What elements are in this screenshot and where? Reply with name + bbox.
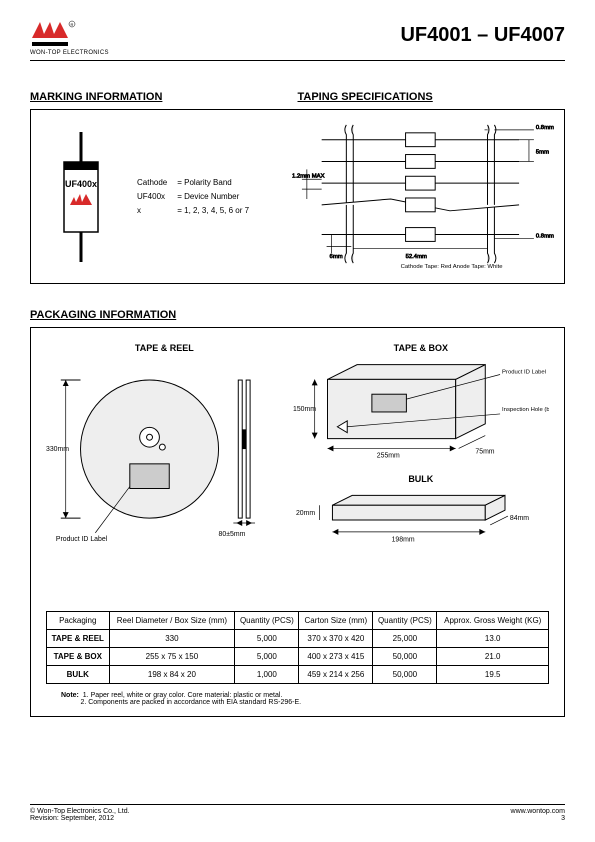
company-name: WON-TOP ELECTRONICS <box>30 50 109 56</box>
packaging-note: Note: 1. Paper reel, white or gray color… <box>46 692 549 706</box>
packaging-table: Packaging Reel Diameter / Box Size (mm) … <box>46 611 549 684</box>
packaging-box: TAPE & REEL 330mm <box>30 327 565 717</box>
svg-text:1.2mm MAX: 1.2mm MAX <box>292 173 325 179</box>
page-number: 3 <box>511 815 565 822</box>
table-row: TAPE & REEL 330 5,000 370 x 370 x 420 25… <box>47 630 549 648</box>
svg-text:0.8mm MAX: 0.8mm MAX <box>536 125 554 131</box>
diode-icon: UF400x <box>46 127 116 267</box>
table-row: TAPE & BOX 255 x 75 x 150 5,000 400 x 27… <box>47 648 549 666</box>
svg-text:Product ID Label: Product ID Label <box>502 370 546 376</box>
tape-reel-diagram: TAPE & REEL 330mm <box>46 343 283 601</box>
marking-taping-box: UF400x Cathode= Polarity Band UF400x= De… <box>30 109 565 284</box>
svg-text:Inspection Hole (both ends): Inspection Hole (both ends) <box>502 407 549 413</box>
svg-text:75mm: 75mm <box>475 448 494 455</box>
svg-text:52.4mm: 52.4mm <box>406 254 427 260</box>
page-header: R WON-TOP ELECTRONICS UF4001 – UF4007 <box>30 20 565 61</box>
marking-diagram: UF400x Cathode= Polarity Band UF400x= De… <box>41 120 287 273</box>
svg-text:R: R <box>71 22 74 27</box>
svg-text:Cathode Tape: Red Anode Tape:: Cathode Tape: Red Anode Tape: White <box>401 264 504 270</box>
taping-diagram: 0.8mm MAX 5mm 1.2mm MAX 6mm 52.4mm <box>287 120 554 273</box>
footer-url: www.wontop.com <box>511 808 565 815</box>
svg-text:0.8mm MAX: 0.8mm MAX <box>536 233 554 239</box>
svg-text:255mm: 255mm <box>376 452 399 459</box>
svg-text:6mm: 6mm <box>330 254 343 260</box>
part-number-title: UF4001 – UF4007 <box>400 24 565 47</box>
marking-section-title: MARKING INFORMATION <box>30 91 298 103</box>
packaging-section-title: PACKAGING INFORMATION <box>30 309 565 321</box>
company-logo-icon: R <box>30 20 90 48</box>
table-row: BULK 198 x 84 x 20 1,000 459 x 214 x 256… <box>47 666 549 684</box>
page-footer: © Won-Top Electronics Co., Ltd. Revision… <box>30 804 565 822</box>
svg-text:20mm: 20mm <box>296 510 315 517</box>
logo: R WON-TOP ELECTRONICS <box>30 20 109 56</box>
svg-text:198mm: 198mm <box>391 537 414 544</box>
revision: Revision: September, 2012 <box>30 815 130 822</box>
svg-text:330mm: 330mm <box>46 446 69 453</box>
svg-text:80±5mm: 80±5mm <box>219 531 246 538</box>
svg-text:150mm: 150mm <box>293 406 316 413</box>
tape-box-diagram: TAPE & BOX 150mm <box>293 343 549 464</box>
svg-text:UF400x: UF400x <box>65 179 97 189</box>
svg-text:Product ID Label: Product ID Label <box>56 536 108 543</box>
bulk-diagram: BULK 20mm 198mm 84mm <box>293 474 549 560</box>
marking-legend: Cathode= Polarity Band UF400x= Device Nu… <box>131 175 255 219</box>
taping-section-title: TAPING SPECIFICATIONS <box>298 91 433 103</box>
svg-text:5mm: 5mm <box>536 150 549 156</box>
svg-text:84mm: 84mm <box>510 515 529 522</box>
copyright: © Won-Top Electronics Co., Ltd. <box>30 808 130 815</box>
